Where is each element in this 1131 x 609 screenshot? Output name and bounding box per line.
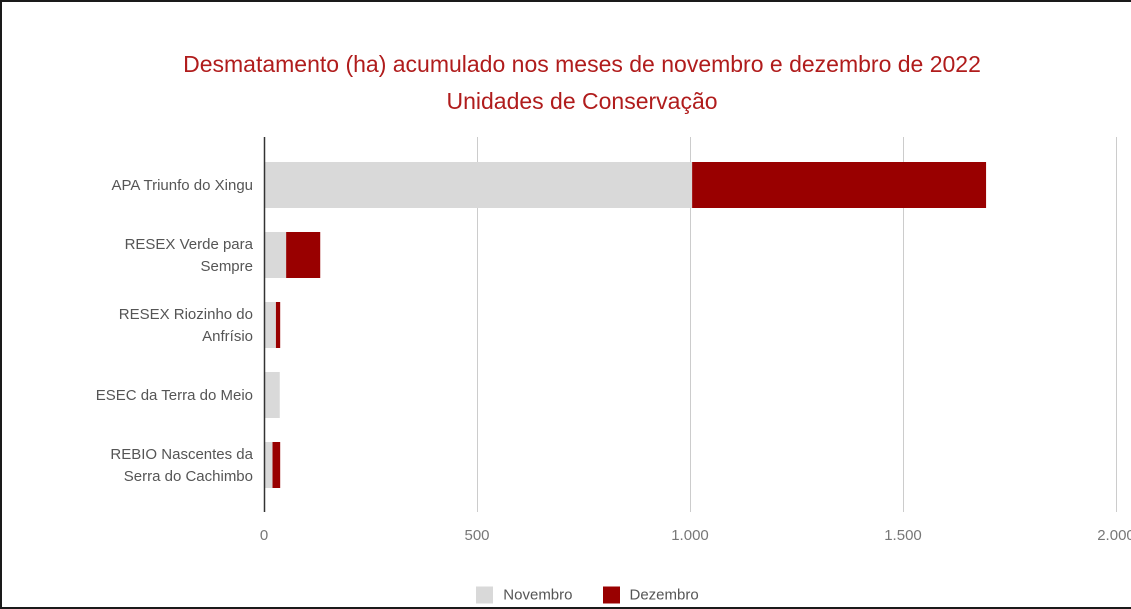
- category-label-0: APA Triunfo do Xingu: [112, 177, 253, 194]
- bar-dezembro-4: [272, 442, 281, 488]
- x-tick-label-500: 500: [464, 527, 489, 544]
- bar-novembro-2: [264, 302, 276, 348]
- category-label-1: RESEX Verde para Sempre: [125, 236, 254, 275]
- bar-novembro-3: [264, 372, 280, 418]
- bar-dezembro-2: [275, 302, 281, 348]
- category-label-4: REBIO Nascentes da Serra do Cachimbo: [110, 446, 253, 485]
- legend-item-dezembro: Dezembro: [602, 586, 699, 604]
- bar-novembro-1: [264, 232, 287, 278]
- bar-dezembro-1: [286, 232, 321, 278]
- chart-legend: Novembro Dezembro: [22, 586, 1131, 604]
- x-tick-label-0: 0: [260, 527, 268, 544]
- bar-dezembro-0: [692, 162, 987, 208]
- legend-swatch-dezembro: [602, 586, 620, 604]
- legend-item-novembro: Novembro: [476, 586, 573, 604]
- x-tick-label-1000: 1.000: [671, 527, 709, 544]
- category-label-2: RESEX Riozinho do Anfrísio: [119, 306, 253, 345]
- legend-label-dezembro: Dezembro: [629, 586, 699, 604]
- bar-novembro-4: [264, 442, 273, 488]
- x-tick-label-2000: 2.000: [1097, 527, 1131, 544]
- chart-title: Desmatamento (ha) acumulado nos meses de…: [183, 51, 981, 77]
- legend-label-novembro: Novembro: [503, 586, 573, 604]
- x-tick-label-1500: 1.500: [884, 527, 922, 544]
- category-label-3: ESEC da Terra do Meio: [96, 387, 253, 404]
- legend-swatch-novembro: [476, 586, 494, 604]
- chart-subtitle: Unidades de Conservação: [446, 88, 718, 114]
- bar-novembro-0: [264, 162, 693, 208]
